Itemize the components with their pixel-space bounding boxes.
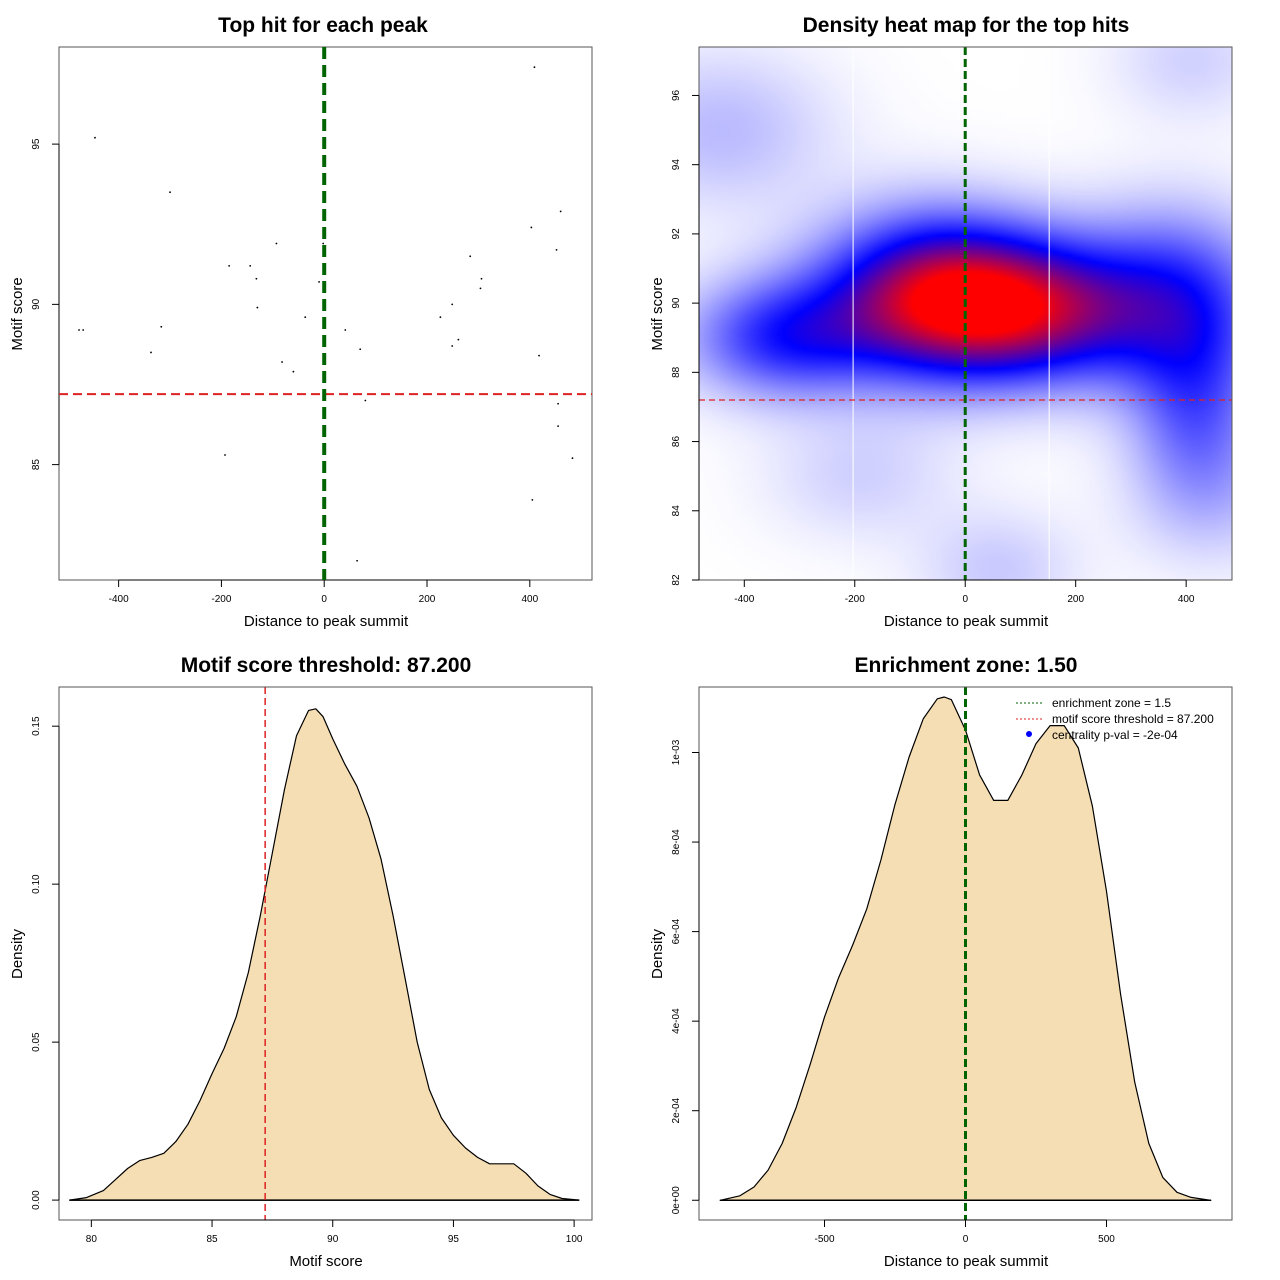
heatmap-panel: Density heat map for the top hits Distan… — [649, 14, 1233, 630]
scatter-point — [255, 277, 258, 280]
heatmap-x-tick-label: -200 — [845, 594, 865, 605]
score-density-ylabel: Density — [9, 928, 26, 979]
distance-density-y-tick-label: 1e-03 — [671, 739, 682, 765]
heatmap-y-tick-label: 82 — [671, 574, 682, 586]
scatter-point — [559, 210, 562, 213]
scatter-point — [228, 265, 231, 267]
scatter-x-tick-label: 0 — [321, 594, 327, 605]
scatter-point — [82, 329, 85, 331]
distance-density-y-tick-label: 2e-04 — [671, 1097, 682, 1123]
scatter-point — [557, 425, 559, 428]
score-density-x-tick-label: 80 — [86, 1234, 98, 1245]
legend-enrichment-label: enrichment zone = 1.5 — [1052, 696, 1171, 710]
distance-density-ylabel: Density — [649, 928, 666, 979]
scatter-point — [275, 242, 278, 245]
scatter-point — [344, 329, 347, 331]
score-density-panel: Motif score threshold: 87.200 Motif scor… — [9, 654, 593, 1270]
scatter-point — [555, 248, 558, 251]
distance-density-xlabel: Distance to peak summit — [884, 1253, 1049, 1270]
scatter-title: Top hit for each peak — [218, 14, 428, 37]
scatter-point — [571, 457, 574, 460]
scatter-point — [480, 277, 483, 280]
scatter-point — [530, 226, 533, 229]
scatter-point — [359, 348, 362, 351]
distance-density-y-tick-label: 8e-04 — [671, 829, 682, 855]
distance-density-panel: Enrichment zone: 1.50 Distance to peak s… — [649, 654, 1233, 1270]
heatmap-x-tick-label: 0 — [962, 594, 968, 605]
score-density-y-tick-label: 0.00 — [31, 1190, 42, 1210]
scatter-point — [451, 303, 454, 306]
heatmap-y-tick-label: 86 — [671, 436, 682, 448]
scatter-x-tick-label: 400 — [521, 594, 538, 605]
legend-pval-label: centrality p-val = -2e-04 — [1052, 728, 1178, 742]
scatter-y-tick-label: 85 — [31, 459, 42, 471]
distance-density-y-tick-label: 6e-04 — [671, 918, 682, 944]
distance-density-y-tick-label: 0e+00 — [671, 1186, 682, 1215]
legend-threshold-label: motif score threshold = 87.200 — [1052, 712, 1214, 726]
scatter-panel: Top hit for each peak Distance to peak s… — [9, 14, 593, 630]
score-density-xlabel: Motif score — [289, 1253, 362, 1270]
score-density-y-tick-label: 0.05 — [31, 1032, 42, 1052]
scatter-x-tick-label: -400 — [109, 594, 129, 605]
heatmap-y-tick-label: 96 — [671, 89, 682, 101]
scatter-point — [160, 325, 163, 328]
distance-density-y-tick-label: 4e-04 — [671, 1008, 682, 1034]
scatter-point — [538, 354, 540, 357]
scatter-point — [256, 306, 259, 309]
heatmap-title: Density heat map for the top hits — [803, 14, 1130, 37]
scatter-point — [94, 136, 96, 139]
heatmap-x-tick-label: 400 — [1178, 594, 1195, 605]
distance-density-title: Enrichment zone: 1.50 — [855, 654, 1078, 677]
heatmap-y-tick-label: 94 — [671, 159, 682, 171]
heatmap-ylabel: Motif score — [649, 277, 666, 350]
scatter-xlabel: Distance to peak summit — [244, 613, 409, 630]
scatter-point — [304, 316, 307, 319]
scatter-y-tick-label: 95 — [31, 138, 42, 150]
heatmap-y-tick-label: 84 — [671, 505, 682, 517]
scatter-x-tick-label: 200 — [419, 594, 436, 605]
scatter-point — [356, 559, 359, 562]
scatter-point — [364, 399, 367, 402]
scatter-point — [318, 281, 320, 283]
score-density-x-tick-label: 100 — [566, 1234, 583, 1245]
scatter-ylabel: Motif score — [9, 277, 26, 350]
scatter-point — [531, 498, 534, 501]
score-density-y-tick-label: 0.10 — [31, 874, 42, 894]
scatter-point — [322, 242, 325, 245]
scatter-point — [451, 345, 454, 347]
scatter-point — [249, 265, 252, 267]
score-density-y-tick-label: 0.15 — [31, 716, 42, 736]
scatter-point — [292, 370, 295, 373]
distance-density-x-tick-label: 0 — [963, 1234, 969, 1245]
heatmap-x-tick-label: 200 — [1067, 594, 1084, 605]
score-density-x-tick-label: 85 — [206, 1234, 218, 1245]
distance-density-x-tick-label: 500 — [1098, 1234, 1115, 1245]
score-density-x-tick-label: 90 — [327, 1234, 339, 1245]
scatter-point — [457, 338, 460, 341]
legend: enrichment zone = 1.5 motif score thresh… — [1016, 696, 1214, 742]
scatter-point — [78, 329, 80, 331]
scatter-y-tick-label: 90 — [31, 298, 42, 310]
heatmap-y-tick-label: 88 — [671, 366, 682, 378]
scatter-point — [533, 66, 536, 69]
scatter-point — [150, 351, 152, 354]
heatmap-x-tick-label: -400 — [734, 594, 754, 605]
scatter-point — [281, 361, 283, 363]
score-density-density-area — [69, 708, 580, 1201]
scatter-point — [439, 316, 442, 319]
score-density-title: Motif score threshold: 87.200 — [181, 654, 472, 677]
scatter-point — [224, 454, 226, 456]
heatmap-y-tick-label: 92 — [671, 228, 682, 240]
scatter-point — [169, 191, 171, 194]
scatter-point — [479, 287, 482, 290]
scatter-point — [557, 402, 559, 405]
score-density-x-tick-label: 95 — [448, 1234, 460, 1245]
scatter-x-tick-label: -200 — [211, 594, 231, 605]
heatmap-y-tick-label: 90 — [671, 297, 682, 309]
distance-density-x-tick-label: -500 — [814, 1234, 834, 1245]
heatmap-xlabel: Distance to peak summit — [884, 613, 1049, 630]
scatter-point — [469, 255, 472, 258]
legend-pval-dot — [1026, 731, 1032, 737]
